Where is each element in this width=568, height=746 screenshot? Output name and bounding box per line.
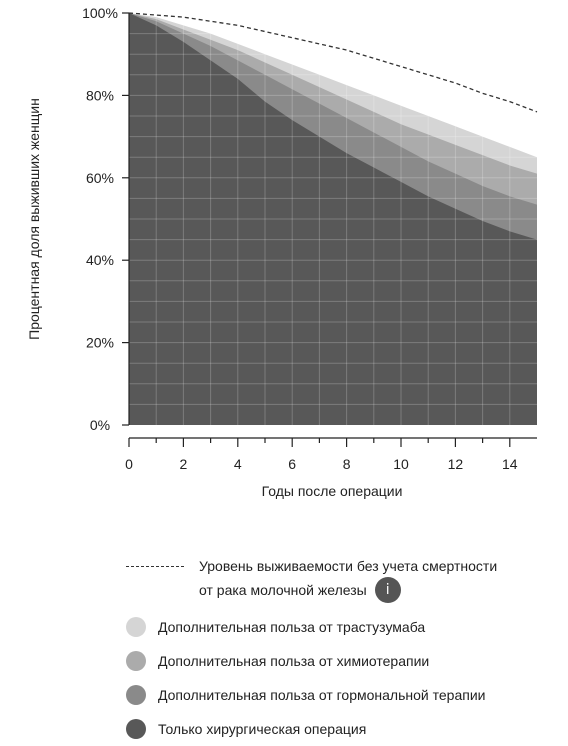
legend-item-reference-line: Уровень выживаемости без учета смертност… <box>126 556 556 576</box>
y-tick-label: 40% <box>86 252 114 268</box>
x-axis-label: Годы после операции <box>262 483 403 499</box>
y-axis-label: Процентная доля выживших женщин <box>26 98 42 340</box>
area-series-group <box>129 13 537 425</box>
legend-item-label: Дополнительная польза от гормональной те… <box>158 687 486 703</box>
y-tick-label: 100% <box>82 5 118 21</box>
info-icon[interactable]: i <box>374 577 401 603</box>
legend-label-reference-line-1: Уровень выживаемости без учета смертност… <box>199 558 498 574</box>
legend-swatch-circle <box>126 651 146 671</box>
legend-item-label: Только хирургическая операция <box>158 721 367 737</box>
legend-item-reference-line-continued: от рака молочной железы i <box>126 576 556 604</box>
axes-group: 0% 20% 40% 60% 80% 100% 0 2 4 6 8 10 12 14 <box>82 5 537 472</box>
x-tick-label: 14 <box>502 456 518 472</box>
x-tick-label: 0 <box>125 456 133 472</box>
y-tick-label: 60% <box>86 170 114 186</box>
legend-swatch-circle <box>126 617 146 637</box>
area-series-0 <box>129 13 537 425</box>
y-tick-label: 0% <box>90 417 110 433</box>
legend-swatch-circle <box>126 685 146 705</box>
survival-chart: 0% 20% 40% 60% 80% 100% 0 2 4 6 8 10 12 14 Годы после… <box>26 5 538 499</box>
legend-item-label: Дополнительная польза от химиотерапии <box>158 653 430 669</box>
x-tick-label: 4 <box>234 456 242 472</box>
x-tick-label: 8 <box>343 456 351 472</box>
x-tick-label: 10 <box>393 456 409 472</box>
x-tick-label: 6 <box>288 456 296 472</box>
y-tick-label: 80% <box>86 87 114 103</box>
grid-lines <box>129 13 537 425</box>
x-tick-label: 2 <box>180 456 188 472</box>
legend-item: Дополнительная польза от гормональной те… <box>126 678 556 712</box>
legend: Уровень выживаемости без учета смертност… <box>126 556 556 746</box>
dashed-line-swatch <box>126 565 184 567</box>
legend-item: Дополнительная польза от химиотерапии <box>126 644 556 678</box>
x-tick-label: 12 <box>448 456 464 472</box>
y-tick-label: 20% <box>86 335 114 351</box>
legend-item: Только хирургическая операция <box>126 712 556 746</box>
legend-item: Дополнительная польза от трастузумаба <box>126 610 556 644</box>
legend-swatch-circle <box>126 719 146 739</box>
legend-label-reference-line-2: от рака молочной железы <box>199 582 367 598</box>
legend-items: Дополнительная польза от трастузумаба Доп… <box>126 610 556 746</box>
legend-item-label: Дополнительная польза от трастузумаба <box>158 619 426 635</box>
